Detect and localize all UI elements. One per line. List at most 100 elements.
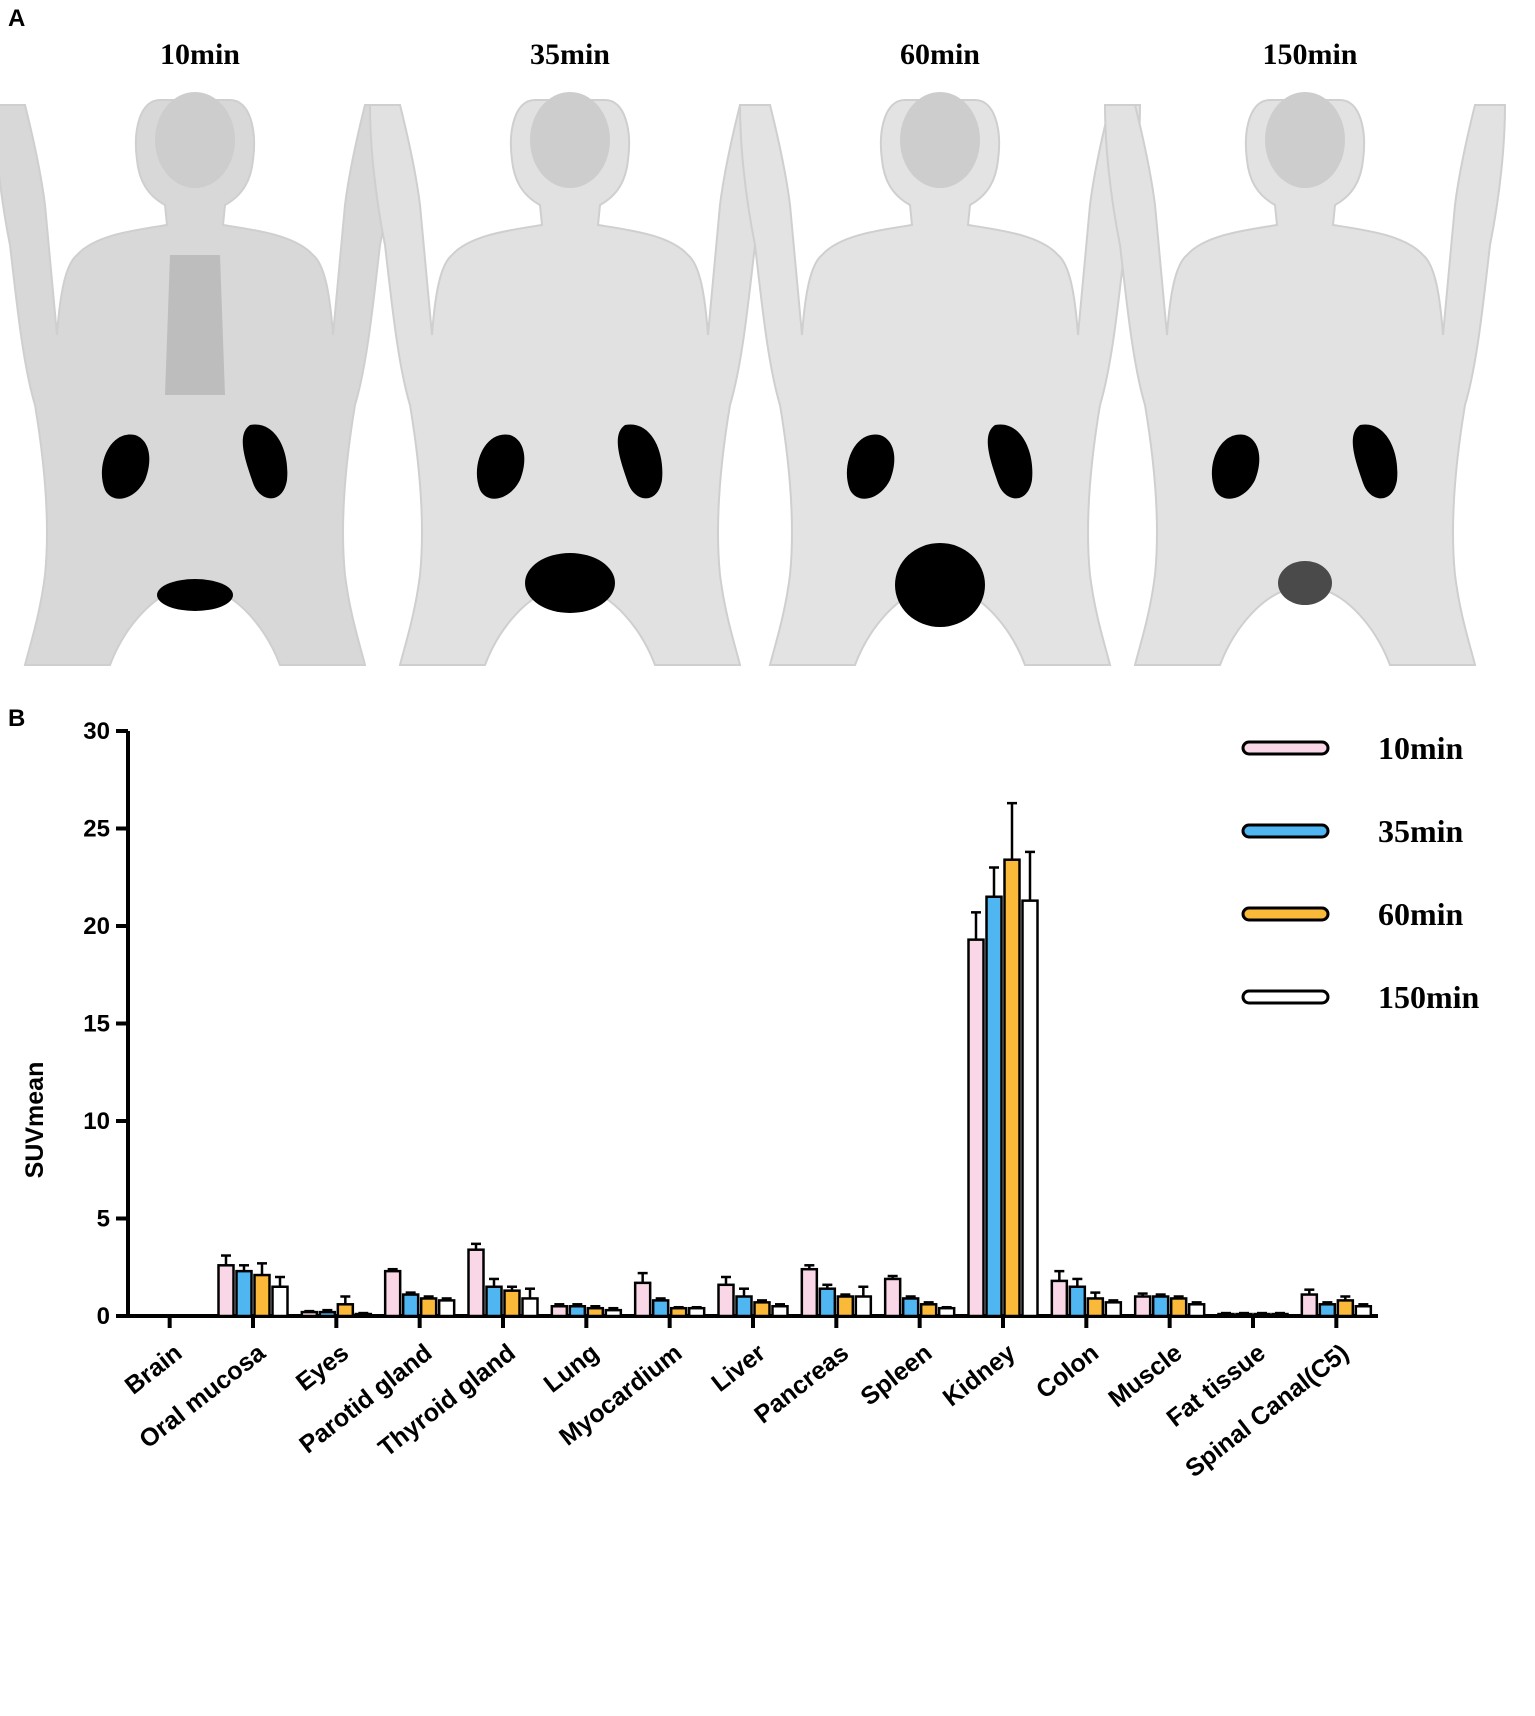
bladder <box>895 543 985 627</box>
bar <box>651 1299 670 1318</box>
y-tick-label: 20 <box>83 913 110 940</box>
bar <box>318 1310 337 1318</box>
bar <box>633 1281 652 1318</box>
bar <box>1235 1312 1253 1318</box>
bar <box>1086 1297 1105 1318</box>
pet-body-image <box>738 92 1142 666</box>
bar <box>1133 1295 1152 1318</box>
left-kidney <box>617 424 663 499</box>
y-tick-label: 25 <box>83 816 110 843</box>
bar <box>419 1297 438 1318</box>
bladder <box>525 553 615 613</box>
pet-body-image <box>0 92 397 666</box>
right-kidney <box>101 434 150 499</box>
bar <box>1021 899 1039 1318</box>
head-region <box>155 92 235 188</box>
legend-swatch <box>1241 989 1330 1005</box>
legend-label: 150min <box>1378 979 1480 1015</box>
bladder <box>157 579 233 611</box>
legend-swatch <box>1241 823 1330 839</box>
bar <box>485 1285 503 1318</box>
head-region <box>1265 92 1345 188</box>
x-category-label: Liver <box>706 1339 771 1398</box>
timepoint-label: 60min <box>900 38 980 71</box>
x-category-label: Colon <box>1031 1339 1104 1405</box>
timepoint-label: 35min <box>530 38 610 71</box>
legend-swatch <box>1241 740 1330 756</box>
bar <box>354 1312 373 1318</box>
right-kidney <box>846 434 895 499</box>
bar <box>1354 1305 1373 1318</box>
bar <box>401 1293 420 1318</box>
x-category-label: Kidney <box>938 1339 1021 1412</box>
bar <box>1169 1297 1188 1318</box>
bar <box>604 1308 623 1318</box>
bar <box>568 1305 587 1318</box>
bar <box>687 1306 706 1318</box>
bar <box>1104 1301 1123 1318</box>
bar <box>967 938 985 1318</box>
bar <box>586 1306 605 1318</box>
panel-b-letter: B <box>8 705 25 732</box>
panel-a-letter: A <box>8 5 25 32</box>
bar <box>336 1303 355 1318</box>
bar <box>669 1306 688 1318</box>
bar <box>1050 1279 1069 1318</box>
bar <box>753 1301 771 1318</box>
bar <box>1318 1303 1337 1318</box>
blood-pool-region <box>165 255 225 395</box>
bar <box>800 1267 819 1318</box>
bar <box>883 1277 902 1318</box>
legend-label: 10min <box>1378 730 1464 766</box>
bar <box>771 1305 789 1318</box>
y-axis-title: SUVmean <box>21 1062 49 1179</box>
y-tick-label: 15 <box>83 1011 110 1038</box>
bar <box>503 1289 521 1318</box>
bar <box>1253 1312 1271 1318</box>
bar <box>1003 858 1021 1318</box>
bar <box>836 1295 855 1318</box>
left-kidney <box>242 424 288 499</box>
bar <box>550 1305 569 1318</box>
y-tick-label: 10 <box>83 1108 110 1135</box>
bar <box>467 1248 485 1318</box>
bar <box>1151 1295 1170 1318</box>
x-category-label: Eyes <box>291 1339 354 1397</box>
x-category-label: Brain <box>120 1339 188 1400</box>
bar <box>717 1283 735 1318</box>
pet-body-image <box>1103 92 1507 666</box>
bar <box>383 1269 402 1318</box>
panel-a-pet-images: A 10min 35min 60min 150min <box>0 5 1507 666</box>
bar <box>300 1310 319 1318</box>
bar <box>1300 1293 1319 1318</box>
head-region <box>900 92 980 188</box>
x-category-label: Lung <box>539 1339 604 1399</box>
left-kidney <box>987 424 1033 499</box>
bladder <box>1278 561 1332 605</box>
bar <box>217 1264 235 1318</box>
right-kidney <box>476 434 525 499</box>
bar <box>1187 1303 1206 1318</box>
pet-body-image <box>368 92 772 666</box>
bar <box>253 1273 271 1318</box>
bar <box>818 1287 837 1318</box>
x-category-label: Spleen <box>856 1339 938 1412</box>
bar <box>919 1303 938 1318</box>
legend-swatch <box>1241 906 1330 922</box>
legend-label: 60min <box>1378 896 1464 932</box>
left-kidney <box>1352 424 1398 499</box>
bar <box>1068 1285 1087 1318</box>
bar <box>521 1297 539 1318</box>
bar <box>271 1285 289 1318</box>
bar <box>937 1306 956 1318</box>
bar <box>437 1299 456 1318</box>
bar <box>854 1295 873 1318</box>
head-region <box>530 92 610 188</box>
y-tick-label: 0 <box>97 1303 110 1330</box>
timepoint-label: 10min <box>160 38 240 71</box>
bar <box>1217 1312 1235 1318</box>
timepoint-label: 150min <box>1262 38 1357 71</box>
legend-label: 35min <box>1378 813 1464 849</box>
